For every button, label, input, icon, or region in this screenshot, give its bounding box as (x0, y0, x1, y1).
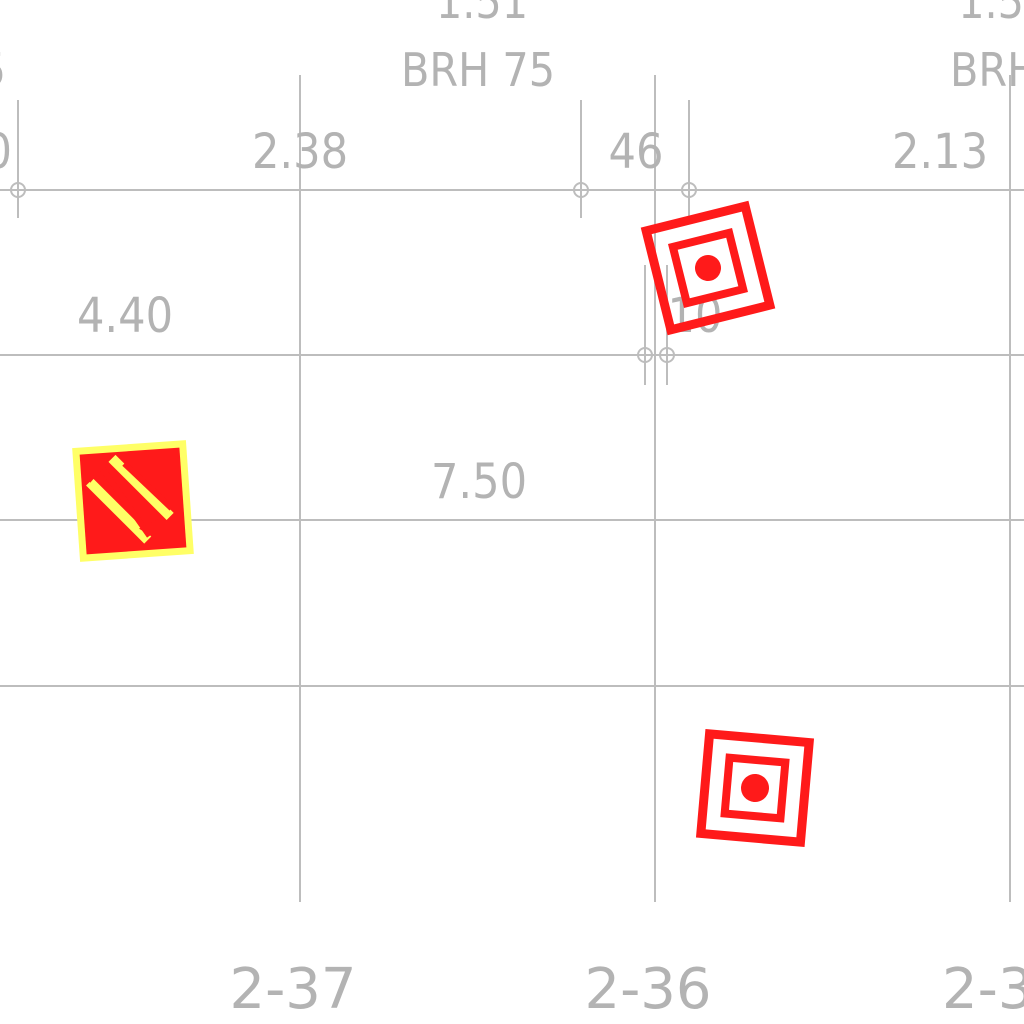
target-icon[interactable] (695, 728, 815, 848)
value-label-46: 46 (609, 124, 664, 180)
value-label-750: 7.50 (431, 454, 527, 510)
value-label-238: 2.38 (252, 124, 348, 180)
brh-label-right: BRH (950, 43, 1024, 97)
top-left-fragment: 5 (0, 43, 6, 97)
value-label-440: 4.40 (77, 288, 173, 344)
top-value-label-right: 1.5 (958, 0, 1024, 29)
grid-column-label: 2-37 (229, 957, 356, 1022)
artillery-icon[interactable] (72, 440, 194, 562)
left-zero-label: 0 (0, 124, 12, 180)
grid-column-label: 2-3 (942, 957, 1024, 1022)
target-icon[interactable] (640, 200, 776, 336)
top-value-label: 1.51 (436, 0, 528, 29)
grid-column-label: 2-36 (584, 957, 711, 1022)
brh-label: BRH 75 (401, 43, 555, 97)
value-label-213: 2.13 (892, 124, 988, 180)
